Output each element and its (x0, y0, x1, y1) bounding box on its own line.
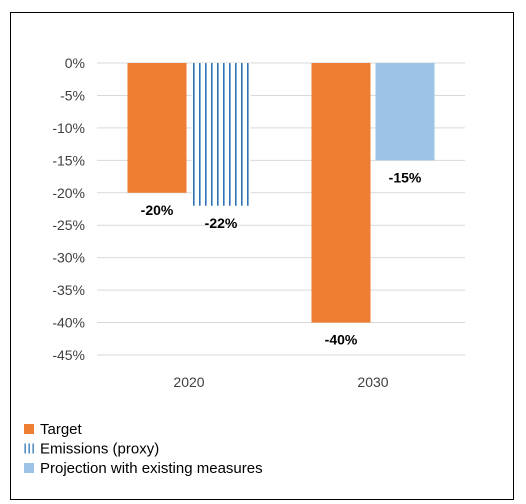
x-axis-ticks: 2020 2030 (173, 374, 388, 390)
data-label: -20% (141, 202, 174, 218)
bar (311, 63, 371, 323)
legend-entry: Projection with existing measures (40, 460, 263, 477)
legend-swatch (24, 424, 34, 434)
y-tick-label: 0% (65, 55, 85, 71)
y-tick-label: -40% (52, 315, 85, 331)
legend-swatch (24, 443, 34, 454)
legend-swatch (24, 463, 34, 473)
y-tick-label: -15% (52, 152, 85, 168)
legend-entry: Emissions (proxy) (40, 441, 159, 458)
y-tick-label: -10% (52, 120, 85, 136)
y-tick-label: -45% (52, 347, 85, 363)
data-label: -15% (389, 169, 422, 185)
bars (127, 63, 435, 323)
y-axis-ticks: 0% -5% -10% -15% -20% -25% -30% -35% -40% -45% (52, 55, 85, 363)
y-tick-label: -35% (52, 282, 85, 298)
legend-entry: Target (40, 421, 83, 438)
data-label: -22% (205, 215, 238, 231)
y-tick-label: -5% (60, 87, 85, 103)
y-tick-label: -25% (52, 217, 85, 233)
data-label: -40% (325, 332, 358, 348)
x-tick-label: 2030 (357, 374, 388, 390)
bar (191, 63, 251, 206)
x-tick-label: 2020 (173, 374, 204, 390)
bar (127, 63, 187, 193)
y-tick-label: -30% (52, 250, 85, 266)
data-labels: -20% -22% -40% -15% (141, 169, 422, 347)
y-tick-label: -20% (52, 185, 85, 201)
legend: Target Emissions (proxy) Projection with e… (24, 421, 263, 477)
bar (375, 63, 435, 161)
